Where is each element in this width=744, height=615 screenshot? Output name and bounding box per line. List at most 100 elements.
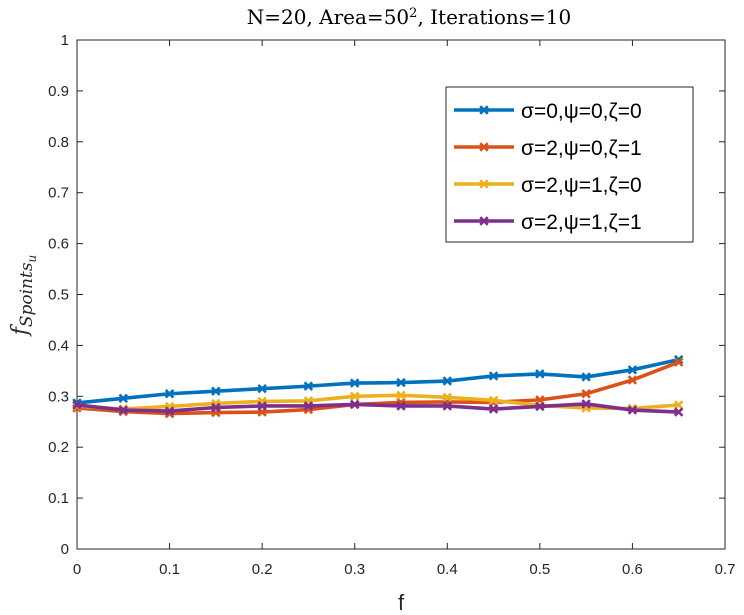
series-4-point-stroke-b <box>211 402 221 413</box>
x-tick-label: 0.3 <box>344 561 365 578</box>
series-1-point <box>303 381 314 391</box>
series-3-point <box>673 400 684 410</box>
series-1-point <box>442 376 453 386</box>
series-4-point-stroke-b <box>396 401 406 411</box>
series-3-point-stroke-b <box>396 390 406 401</box>
y-tick-label: 0.6 <box>48 236 69 253</box>
y-tick-label: 0.9 <box>48 83 69 100</box>
series-4-point-stroke-b <box>303 401 314 411</box>
series-1-point <box>627 365 638 375</box>
legend-label: σ=2,ψ=1,ζ=1 <box>521 211 642 234</box>
series-1-point-stroke-b <box>627 365 638 375</box>
series-2-point-stroke-b <box>627 375 638 385</box>
series-4-point-stroke-b <box>627 405 638 415</box>
legend-item: σ=2,ψ=0,ζ=1 <box>454 137 642 160</box>
series-4-point <box>442 401 453 411</box>
legend-swatch-marker-stroke-b <box>479 179 489 189</box>
series-3-point <box>396 390 406 401</box>
series-1-point <box>257 383 267 394</box>
y-tick-label: 0 <box>61 541 69 558</box>
series-4-point-stroke-b <box>257 401 267 411</box>
series-1-point-stroke-b <box>303 381 314 391</box>
series-1-point-stroke-b <box>349 378 360 388</box>
series-3-point-stroke-b <box>488 395 499 406</box>
legend-swatch-marker-stroke-b <box>479 216 489 226</box>
series-1-point <box>581 372 591 382</box>
series-4-point-stroke-b <box>118 405 129 415</box>
series-3-point-stroke-b <box>442 392 453 403</box>
x-tick-label: 0.7 <box>715 561 736 578</box>
series-3-point <box>488 395 499 406</box>
legend-swatch-marker <box>479 142 489 152</box>
y-tick-label: 0.8 <box>48 134 69 151</box>
chart-title-prefix: N=20, Area=50 <box>247 5 409 29</box>
series-4-point-stroke-b <box>673 407 684 417</box>
legend: σ=0,ψ=0,ζ=0 σ=2,ψ=0,ζ=1 σ=2,ψ=1,ζ=0 σ=2,ψ=1… <box>445 86 694 243</box>
series-1-point-stroke-b <box>118 393 129 404</box>
series-3-point <box>442 392 453 403</box>
series-1-point-stroke-b <box>488 371 499 381</box>
series-1-point-stroke-b <box>442 376 453 386</box>
series-4-point <box>488 404 499 414</box>
series-4-line <box>75 402 681 414</box>
series-4-point <box>349 399 360 410</box>
legend-item: σ=2,ψ=1,ζ=1 <box>454 211 642 234</box>
legend-label: σ=2,ψ=1,ζ=0 <box>521 174 642 197</box>
x-tick-label: 0.1 <box>159 561 180 578</box>
chart-title: N=20, Area=502, Iterations=10 <box>247 5 572 29</box>
series-4-point-stroke-b <box>581 399 591 409</box>
legend-swatch-marker <box>479 179 489 189</box>
y-tick-label: 0.5 <box>48 287 69 304</box>
series-3-point-stroke-b <box>673 400 684 410</box>
series-4-point-stroke-b <box>349 399 360 410</box>
series-1-point-stroke-b <box>164 389 175 399</box>
series-1-point <box>211 386 221 396</box>
series-4-point <box>164 406 175 416</box>
legend-label: σ=2,ψ=0,ζ=1 <box>521 137 642 160</box>
series-2-point <box>581 389 591 399</box>
series-4-point-stroke-b <box>535 401 545 412</box>
series-3-point <box>349 391 360 402</box>
series-2-point <box>627 375 638 385</box>
series-4-point-stroke-b <box>72 400 82 410</box>
series-4 <box>72 399 684 417</box>
series-4-point <box>581 399 591 409</box>
legend-swatch-marker <box>479 216 489 226</box>
legend-item: σ=0,ψ=0,ζ=0 <box>454 100 642 123</box>
x-tick-label: 0.5 <box>529 561 550 578</box>
series-1-point-stroke-b <box>257 383 267 394</box>
series-1-point <box>118 393 129 404</box>
series-3-line <box>75 393 681 411</box>
chart-title-suffix: , Iterations=10 <box>417 5 571 29</box>
y-tick-label: 0.1 <box>48 490 69 507</box>
legend-swatch-marker <box>479 105 489 115</box>
series-4-point <box>535 401 545 412</box>
series-4-point <box>627 405 638 415</box>
y-tick-label: 0.7 <box>48 185 69 202</box>
series-group <box>72 354 684 419</box>
legend-item: σ=2,ψ=1,ζ=0 <box>454 174 642 197</box>
series-4-point <box>211 402 221 413</box>
x-tick-label: 0.4 <box>437 561 458 578</box>
series-1-point-stroke-b <box>396 377 406 388</box>
legend-box <box>445 86 694 243</box>
y-axis-label-sub: Spoints <box>17 262 37 327</box>
series-2-point <box>673 357 684 367</box>
chart-title-exponent: 2 <box>409 6 417 21</box>
series-2-point-stroke-b <box>673 357 684 367</box>
series-1-point <box>488 371 499 381</box>
series-4-point <box>303 401 314 411</box>
y-tick-label: 0.4 <box>48 337 69 354</box>
series-4-point <box>396 401 406 411</box>
series-4-point <box>118 405 129 415</box>
series-1 <box>72 354 684 408</box>
x-tick-label: 0 <box>73 561 81 578</box>
series-1-point <box>349 378 360 388</box>
axis-ticks: 0 0.1 0.2 0.3 0.4 0.5 0.6 0.7 0 0.1 0.2 0.3 0.4 0.5 0.… <box>48 32 735 578</box>
series-4-point-stroke-b <box>488 404 499 414</box>
x-axis-label: f <box>398 590 405 615</box>
series-1-point <box>164 389 175 399</box>
series-1-point <box>535 369 545 379</box>
x-tick-label: 0.2 <box>252 561 273 578</box>
x-tick-label: 0.6 <box>622 561 643 578</box>
